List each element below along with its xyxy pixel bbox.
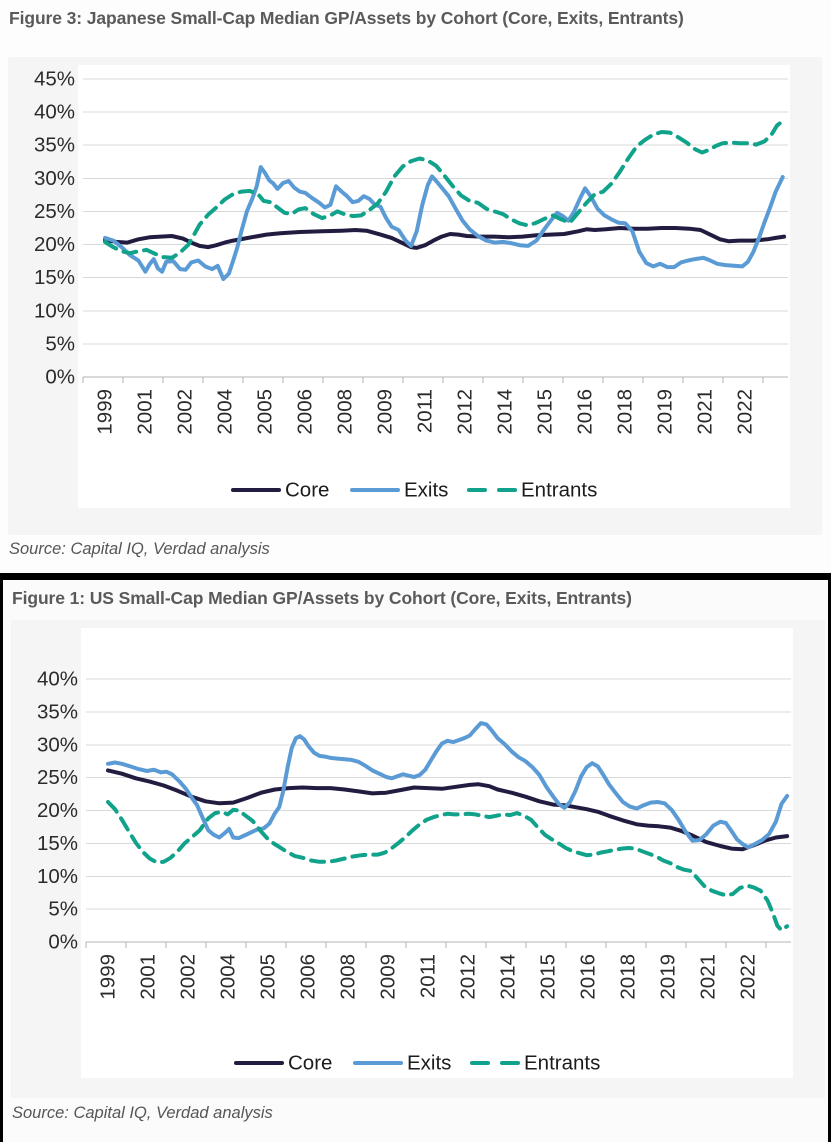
x-axis-label: 2011 bbox=[414, 389, 437, 433]
x-axis-label: 2022 bbox=[737, 954, 760, 1000]
x-axis-label: 2019 bbox=[657, 954, 680, 1000]
x-axis-label: 2014 bbox=[497, 954, 520, 1000]
y-axis-label: 40% bbox=[34, 101, 75, 124]
series-line-exits bbox=[103, 165, 785, 281]
x-axis-label: 2014 bbox=[494, 389, 517, 435]
y-axis-label: 10% bbox=[37, 865, 78, 888]
figure3-title: Figure 3: Japanese Small-Cap Median GP/A… bbox=[9, 8, 684, 28]
x-axis-label: 1999 bbox=[94, 389, 117, 435]
x-axis-label: 2005 bbox=[254, 389, 277, 435]
x-axis-label: 2021 bbox=[694, 389, 717, 435]
series-line-entrants bbox=[103, 118, 787, 260]
y-axis-label: 0% bbox=[45, 366, 75, 389]
plot-area-background bbox=[81, 628, 793, 1078]
x-axis-label: 2001 bbox=[134, 389, 157, 435]
y-axis-label: 35% bbox=[37, 700, 78, 723]
x-axis-label: 2018 bbox=[614, 389, 637, 435]
x-axis-label: 2022 bbox=[734, 389, 757, 435]
y-axis-label: 40% bbox=[37, 668, 78, 691]
x-axis-label: 2012 bbox=[454, 389, 477, 435]
y-axis-label: 30% bbox=[34, 167, 75, 190]
y-axis-label: 25% bbox=[34, 200, 75, 223]
series-line-core bbox=[106, 768, 790, 852]
x-axis-label: 2008 bbox=[337, 954, 360, 1000]
x-axis-label: 2016 bbox=[577, 954, 600, 1000]
x-axis-label: 2016 bbox=[574, 389, 597, 435]
x-axis-label: 2015 bbox=[534, 389, 557, 435]
y-axis-label: 35% bbox=[34, 134, 75, 157]
series-line-exits bbox=[106, 721, 790, 850]
x-axis-label: 2002 bbox=[177, 954, 200, 1000]
x-axis-label: 2005 bbox=[257, 954, 280, 1000]
plot-area-background bbox=[78, 65, 790, 508]
figure3-card: Figure 3: Japanese Small-Cap Median GP/A… bbox=[0, 8, 831, 580]
x-axis-label: 2019 bbox=[654, 389, 677, 435]
figure3-line-chart: 0% 5% 10% 15% 20% 25% 30% 35% 40% 45% 1999 2001 2002… bbox=[8, 57, 822, 535]
figure1-title: Figure 1: US Small-Cap Median GP/Assets … bbox=[12, 588, 632, 608]
x-axis-label: 1999 bbox=[97, 954, 120, 1000]
x-axis-label: 2004 bbox=[214, 389, 237, 435]
y-axis-label: 20% bbox=[37, 799, 78, 822]
y-axis-label: 15% bbox=[37, 832, 78, 855]
figure1-line-chart: 0% 5% 10% 15% 20% 25% 30% 35% 40% 1999 2001 2002 200… bbox=[11, 620, 825, 1098]
legend-label-exits: Exits bbox=[404, 479, 448, 502]
x-axis-label: 2002 bbox=[174, 389, 197, 435]
x-axis-label: 2006 bbox=[294, 389, 317, 435]
y-axis-label: 20% bbox=[34, 233, 75, 256]
y-axis-label: 5% bbox=[45, 332, 75, 355]
x-axis-label: 2009 bbox=[377, 954, 400, 1000]
y-axis-label: 25% bbox=[37, 766, 78, 789]
series-line-entrants bbox=[106, 800, 790, 933]
figure1-source: Source: Capital IQ, Verdad analysis bbox=[12, 1104, 273, 1122]
series-line-core bbox=[103, 226, 787, 250]
legend-label-core: Core bbox=[288, 1052, 332, 1075]
y-axis-label: 45% bbox=[34, 68, 75, 91]
legend-label-exits: Exits bbox=[407, 1052, 451, 1075]
x-axis-label: 2011 bbox=[417, 954, 440, 998]
y-axis-label: 15% bbox=[34, 266, 75, 289]
x-axis-label: 2009 bbox=[374, 389, 397, 435]
y-axis-label: 0% bbox=[48, 931, 78, 954]
figure3-source: Source: Capital IQ, Verdad analysis bbox=[9, 540, 270, 558]
y-axis-label: 30% bbox=[37, 733, 78, 756]
x-axis-label: 2008 bbox=[334, 389, 357, 435]
y-axis-label: 5% bbox=[48, 898, 78, 921]
x-axis-label: 2004 bbox=[217, 954, 240, 1000]
x-axis-label: 2021 bbox=[697, 954, 720, 1000]
x-axis-label: 2012 bbox=[457, 954, 480, 1000]
figure1-card: Figure 1: US Small-Cap Median GP/Assets … bbox=[0, 580, 831, 1142]
y-axis-label: 10% bbox=[34, 299, 75, 322]
x-axis-label: 2015 bbox=[537, 954, 560, 1000]
x-axis-label: 2001 bbox=[137, 954, 160, 1000]
legend-label-entrants: Entrants bbox=[521, 479, 597, 502]
legend-label-entrants: Entrants bbox=[524, 1052, 600, 1075]
x-axis-label: 2006 bbox=[297, 954, 320, 1000]
x-axis-label: 2018 bbox=[617, 954, 640, 1000]
legend-label-core: Core bbox=[285, 479, 329, 502]
